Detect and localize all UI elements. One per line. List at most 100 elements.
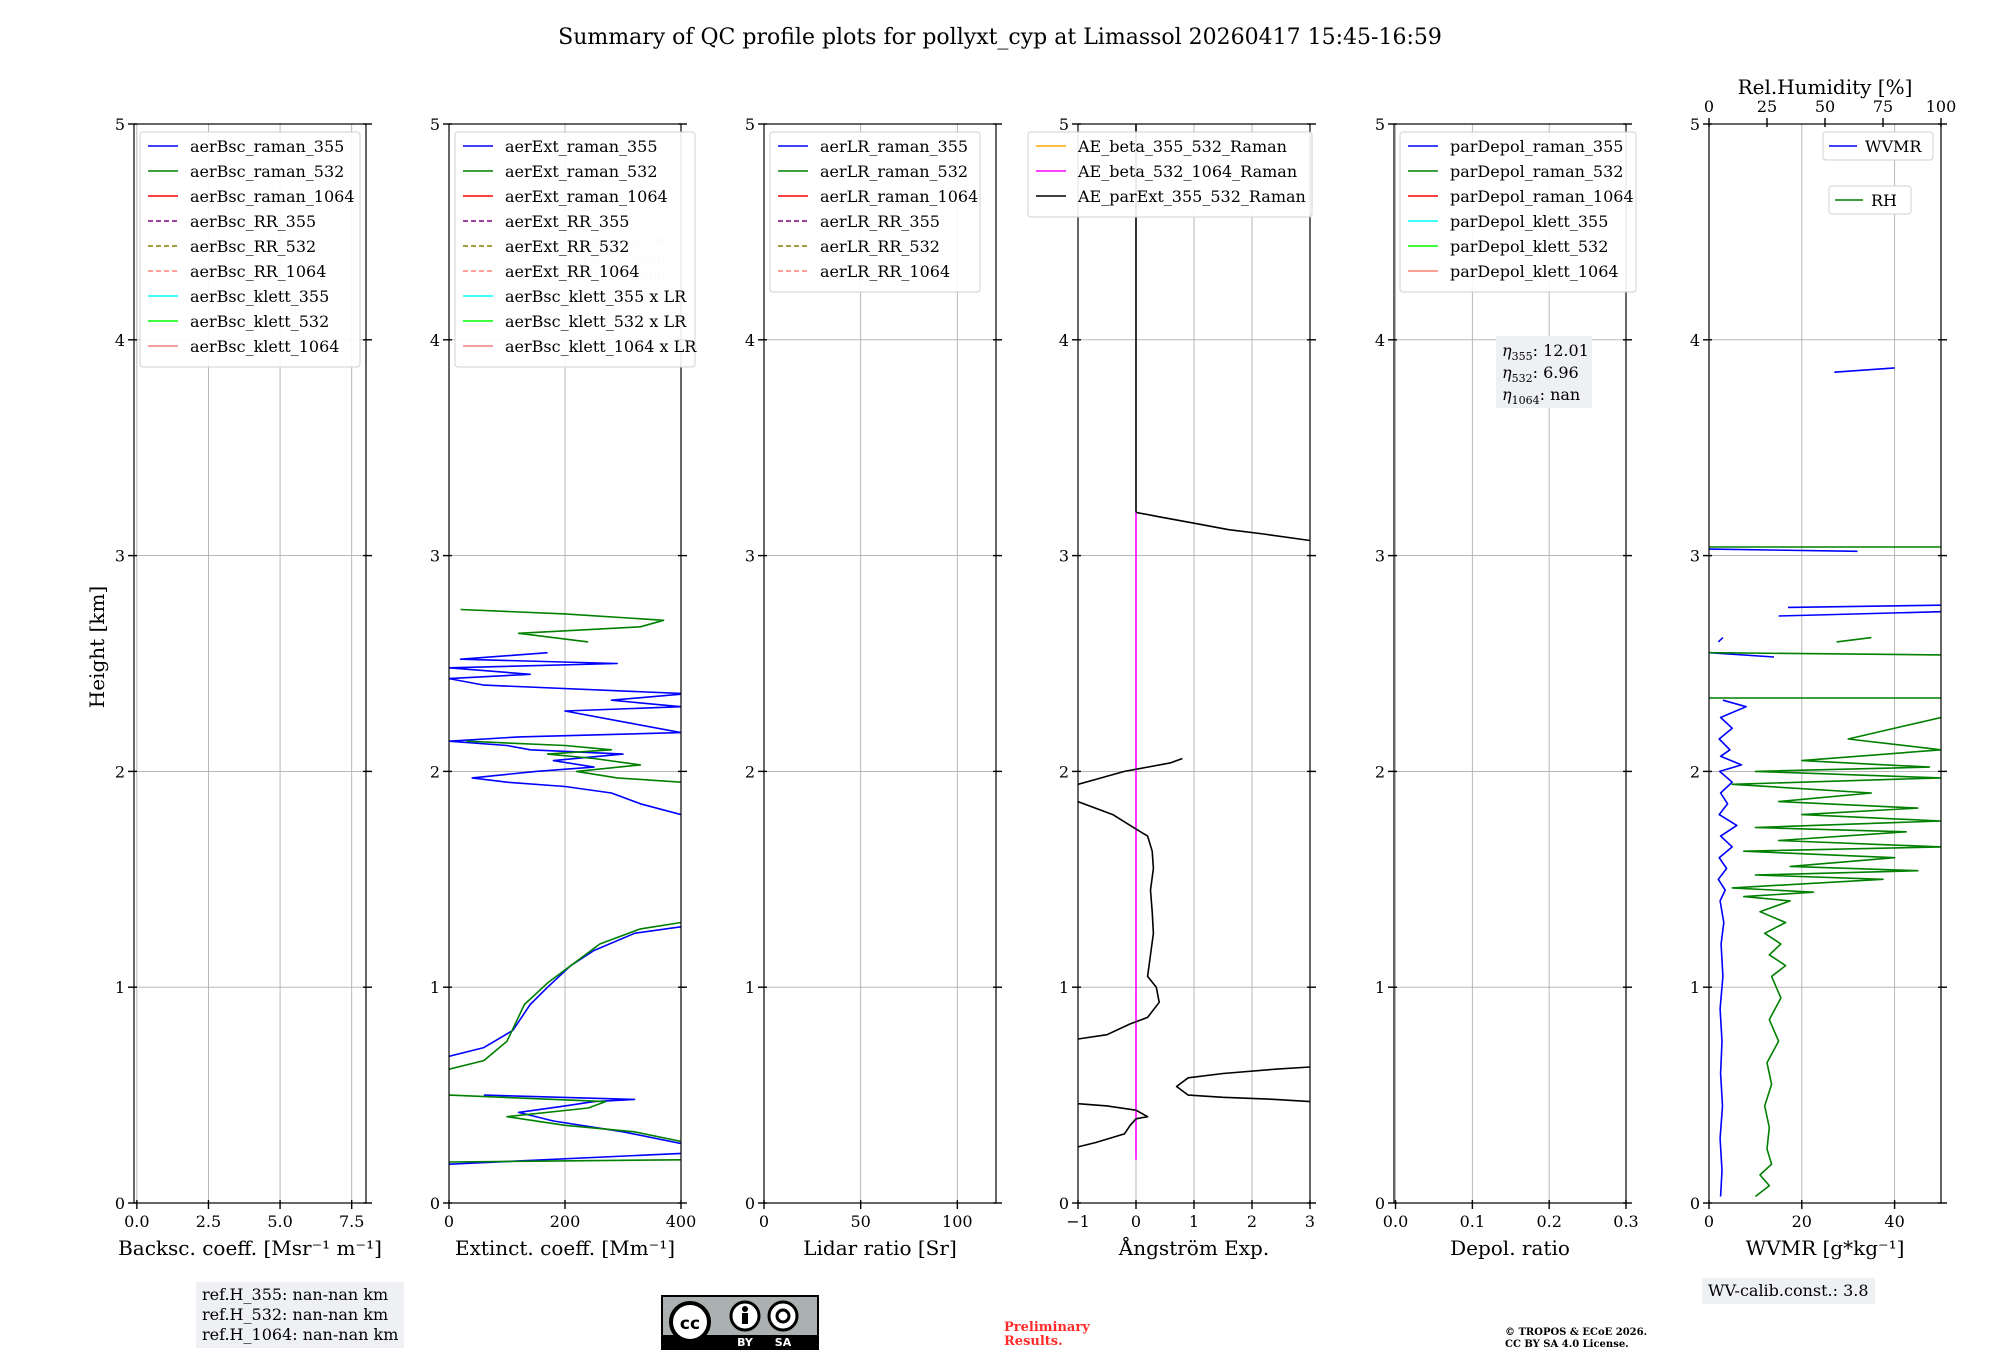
x-tick-label: 0.0: [124, 1212, 149, 1231]
y-tick-label: 4: [115, 331, 125, 350]
x-tick-label: 0: [759, 1212, 769, 1231]
legend-label: aerExt_RR_1064: [505, 262, 640, 281]
legend-label: aerLR_RR_1064: [820, 262, 950, 281]
axes-frame: [1393, 123, 1627, 1204]
legend-label: parDepol_klett_355: [1450, 212, 1608, 231]
legend-label: WVMR: [1865, 137, 1922, 156]
x-tick-label: −1: [1066, 1212, 1090, 1231]
x-tick-label: 7.5: [339, 1212, 364, 1231]
y-tick-label: 1: [1690, 978, 1700, 997]
legend-box: [1828, 185, 1912, 215]
y-tick-label: 5: [745, 115, 755, 134]
ref-h-532: ref.H_532: nan-nan km: [202, 1305, 389, 1324]
legend-box: [139, 131, 361, 368]
x-tick-label: 2: [1247, 1212, 1257, 1231]
x-tick-label: 50: [850, 1212, 870, 1231]
legend-label: aerBsc_klett_1064: [190, 337, 339, 356]
y-tick-label: 5: [1059, 115, 1069, 134]
axes-frame: [1708, 123, 1942, 1204]
y-tick-label: 1: [745, 978, 755, 997]
top-x-tick-label: 25: [1757, 97, 1777, 116]
legend-label: aerExt_RR_355: [505, 212, 629, 231]
eta-box: [1496, 336, 1592, 408]
y-tick-label: 5: [1375, 115, 1385, 134]
y-tick-label: 2: [1375, 762, 1385, 781]
y-tick-label: 3: [745, 547, 755, 566]
legend-label: aerBsc_raman_355: [190, 137, 344, 156]
y-tick-label: 1: [115, 978, 125, 997]
legend-label: aerLR_raman_355: [820, 137, 968, 156]
y-tick-label: 3: [430, 547, 440, 566]
legend-label: aerLR_RR_532: [820, 237, 940, 256]
x-tick-label: 0: [1131, 1212, 1141, 1231]
x-tick-label: 0: [1704, 1212, 1714, 1231]
legend-label: aerBsc_RR_355: [190, 212, 316, 231]
y-tick-label: 5: [430, 115, 440, 134]
series-AE_parExt_355_532_Raman: [1078, 124, 1310, 1148]
copyright-line-2: CC BY SA 4.0 License.: [1505, 1339, 1629, 1350]
legend-label: RH: [1871, 191, 1897, 210]
x-tick-label: 0.2: [1536, 1212, 1561, 1231]
ref-h-355: ref.H_355: nan-nan km: [202, 1285, 389, 1304]
legend-label: parDepol_klett_532: [1450, 237, 1608, 256]
x-tick-label: 40: [1884, 1212, 1904, 1231]
legend-label: aerBsc_klett_1064 x LR: [505, 337, 697, 356]
eta-value: η355: 12.01: [1502, 341, 1589, 363]
legend-box: [769, 131, 981, 293]
legend-label: aerExt_RR_532: [505, 237, 629, 256]
y-tick-label: 4: [1375, 331, 1385, 350]
wv-calib-const: WV-calib.const.: 3.8: [1708, 1281, 1869, 1300]
legend-label: AE_beta_355_532_Raman: [1077, 137, 1287, 156]
legend-label: aerBsc_klett_355 x LR: [505, 287, 687, 306]
x-tick-label: 0.1: [1460, 1212, 1485, 1231]
legend-label: parDepol_raman_355: [1450, 137, 1623, 156]
legend-label: parDepol_klett_1064: [1450, 262, 1619, 281]
x-axis-label: Depol. ratio: [1450, 1236, 1570, 1260]
figure-title: Summary of QC profile plots for pollyxt_…: [558, 25, 1442, 50]
legend-box: [1027, 131, 1313, 218]
by-label: BY: [737, 1336, 754, 1349]
y-tick-label: 3: [115, 547, 125, 566]
axes-frame: [133, 123, 367, 1204]
top-x-tick-label: 0: [1704, 97, 1714, 116]
legend-box: [454, 131, 696, 368]
legend-label: aerBsc_raman_1064: [190, 187, 355, 206]
series-aerExt_raman_532: [449, 608, 681, 1163]
x-axis-label: Lidar ratio [Sr]: [803, 1236, 957, 1260]
y-tick-label: 0: [1059, 1194, 1069, 1213]
x-axis-label: WVMR [g*kg⁻¹]: [1746, 1236, 1905, 1260]
y-tick-label: 4: [1690, 331, 1700, 350]
reference-height-box: ref.H_355: nan-nan km ref.H_532: nan-nan…: [196, 1282, 405, 1348]
series-group: [1709, 367, 1941, 1198]
y-tick-label: 1: [1375, 978, 1385, 997]
preliminary-line-2: Results.: [1004, 1334, 1063, 1349]
legend-label: aerBsc_RR_532: [190, 237, 316, 256]
y-tick-label: 1: [430, 978, 440, 997]
top-x-axis-label: Rel.Humidity [%]: [1738, 75, 1913, 99]
y-axis-label: Height [km]: [85, 586, 109, 708]
y-tick-label: 0: [430, 1194, 440, 1213]
cc-logo-text: cc: [680, 1314, 700, 1334]
x-axis-label: Ångström Exp.: [1118, 1235, 1269, 1260]
y-tick-label: 0: [1690, 1194, 1700, 1213]
copyright-note: © TROPOS & ECoE 2026. CC BY SA 4.0 Licen…: [1505, 1327, 1647, 1351]
y-tick-label: 2: [115, 762, 125, 781]
y-tick-label: 1: [1059, 978, 1069, 997]
series-RH: [1709, 546, 1941, 1198]
x-tick-label: 0.0: [1383, 1212, 1408, 1231]
copyright-line-1: © TROPOS & ECoE 2026.: [1505, 1327, 1648, 1338]
x-tick-label: 200: [550, 1212, 581, 1231]
legend-label: aerExt_raman_532: [505, 162, 658, 181]
x-tick-label: 100: [942, 1212, 973, 1231]
series-group: [449, 608, 681, 1165]
y-tick-label: 2: [1690, 762, 1700, 781]
legend-label: aerBsc_klett_532 x LR: [505, 312, 687, 331]
legend-label: aerBsc_raman_532: [190, 162, 344, 181]
panels: 0 1 2 3 4 5 0.0 2.5 5.0 7.5 Backsc. coeff. [Msr⁻¹ …: [115, 75, 1956, 1260]
y-tick-label: 3: [1059, 547, 1069, 566]
panel-depol: 0 1 2 3 4 5 0.0 0.1 0.2 0.3 Depol. ratio parDepol_r…: [1375, 115, 1639, 1260]
y-tick-label: 5: [1690, 115, 1700, 134]
